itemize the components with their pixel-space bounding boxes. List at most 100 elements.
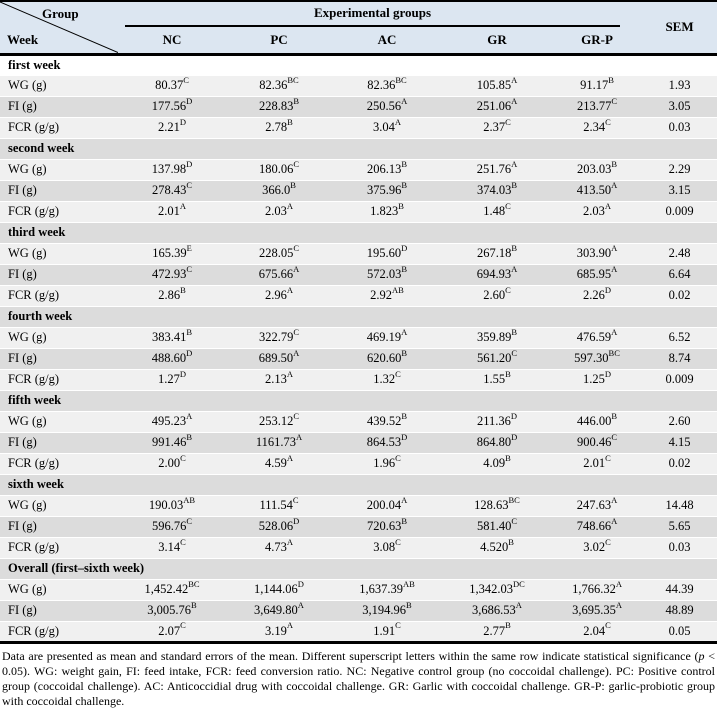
significance-superscript: D [604, 368, 612, 379]
table-row: WG (g) 383.41B 322.79C 469.19A 359.89B 476.59… [0, 326, 717, 349]
value-cell: 864.80D [442, 432, 552, 454]
significance-superscript: C [395, 368, 401, 379]
value-cell: 2.60C [442, 285, 552, 307]
value-cell: 2.96A [226, 284, 332, 307]
significance-superscript: A [286, 536, 293, 547]
section-header-row: third week [0, 222, 717, 244]
value-cell: 200.04A [332, 495, 442, 517]
value-cell: 2.26D [552, 285, 643, 307]
significance-superscript: A [286, 368, 293, 379]
group-label: Group [42, 6, 79, 21]
value-cell: 675.66A [226, 264, 332, 286]
value-cell: 2.78B [226, 116, 332, 139]
value-cell: 3,649.80A [226, 600, 332, 622]
sem-cell: 44.39 [642, 579, 717, 601]
column-header-gr-p: GR-P [552, 28, 643, 56]
significance-superscript: C [186, 263, 193, 274]
value-cell: 2.03A [552, 200, 643, 223]
significance-superscript: B [180, 284, 186, 295]
value-cell: 250.56A [332, 96, 442, 118]
sem-cell: 5.65 [642, 516, 717, 538]
significance-superscript: A [286, 452, 293, 463]
value-cell: 278.43C [118, 180, 226, 202]
significance-superscript: B [401, 347, 408, 358]
table-row: FCR (g/g) 1.27D 2.13A 1.32C 1.55B 1.25D 0.009 [0, 368, 717, 391]
value-cell: 137.98D [118, 159, 226, 181]
significance-superscript: C [293, 326, 300, 337]
value-cell: 2.13A [226, 368, 332, 391]
significance-superscript: C [605, 536, 611, 547]
value-cell: 4.520B [442, 537, 552, 559]
significance-superscript: B [401, 263, 408, 274]
significance-superscript: C [186, 515, 193, 526]
value-cell: 748.66A [552, 515, 643, 538]
table-row: FI (g) 488.60D 689.50A 620.60B 561.20C 597.30… [0, 347, 717, 370]
value-cell: 685.95A [552, 264, 643, 286]
value-cell: 3.04A [332, 117, 442, 139]
value-cell: 195.60D [332, 243, 442, 265]
significance-superscript: A [511, 158, 518, 169]
value-cell: 2.92AB [332, 284, 442, 307]
significance-superscript: D [186, 95, 193, 106]
significance-superscript: C [505, 116, 511, 127]
value-cell: 2.03A [226, 201, 332, 223]
significance-superscript: C [180, 536, 186, 547]
significance-superscript: A [179, 200, 186, 211]
significance-superscript: A [511, 263, 518, 274]
significance-superscript: D [401, 431, 408, 442]
sem-cell: 48.89 [642, 600, 717, 622]
significance-superscript: A [511, 95, 518, 106]
value-cell: 4.59A [226, 452, 332, 475]
value-cell: 2.04C [552, 621, 643, 643]
significance-superscript: A [515, 599, 522, 610]
table-row: FCR (g/g) 2.86B 2.96A 2.92AB 2.60C 2.26D 0.02 [0, 284, 717, 307]
significance-superscript: B [293, 95, 300, 106]
table-row: FI (g) 278.43C 366.0B 375.96B 374.03B 413.50A… [0, 180, 717, 202]
significance-superscript: A [186, 410, 193, 421]
value-cell: 694.93A [442, 263, 552, 286]
significance-superscript: B [186, 326, 193, 337]
performance-table: Group Week Experimental groups SEM NC PC… [0, 0, 717, 644]
section-title: first week [0, 54, 717, 76]
value-cell: 180.06C [226, 159, 332, 181]
value-cell: 322.79C [226, 326, 332, 349]
value-cell: 488.60D [118, 348, 226, 370]
row-label: FCR (g/g) [0, 453, 118, 475]
sem-cell: 0.009 [642, 369, 717, 391]
value-cell: 1,342.03DC [442, 579, 552, 601]
row-label: FI (g) [0, 600, 118, 622]
significance-superscript: B [505, 620, 511, 631]
table-row: WG (g) 495.23A 253.12C 439.52B 211.36D 446.00… [0, 410, 717, 433]
value-cell: 1.27D [118, 369, 226, 391]
significance-superscript: A [615, 599, 622, 610]
value-cell: 206.13B [332, 159, 442, 181]
column-header-gr: GR [442, 28, 552, 56]
significance-superscript: B [611, 410, 618, 421]
significance-superscript: AB [392, 284, 404, 295]
row-label: FCR (g/g) [0, 201, 118, 223]
table-row: FCR (g/g) 2.21D 2.78B 3.04A 2.37C 2.34C 0.03 [0, 116, 717, 139]
column-header-nc: NC [118, 28, 226, 56]
significance-superscript: A [611, 515, 618, 526]
value-cell: 1.55B [442, 369, 552, 391]
significance-superscript: B [398, 200, 404, 211]
significance-superscript: BC [508, 494, 520, 505]
significance-superscript: B [511, 326, 518, 337]
significance-superscript: A [286, 284, 293, 295]
value-cell: 4.09B [442, 453, 552, 475]
section-title: fourth week [0, 306, 717, 328]
value-cell: 2.01C [552, 453, 643, 475]
value-cell: 366.0B [226, 180, 332, 202]
significance-superscript: A [615, 578, 622, 589]
section-header-row: fifth week [0, 390, 717, 412]
value-cell: 1.823B [332, 200, 442, 223]
row-label: WG (g) [0, 243, 118, 265]
significance-superscript: B [287, 116, 293, 127]
significance-superscript: C [183, 74, 189, 85]
header-row-top: Group Week Experimental groups SEM [0, 1, 717, 56]
significance-superscript: A [604, 200, 612, 211]
footnote-text-end: < 0.05). WG: weight gain, FI: feed intak… [2, 648, 715, 708]
table-row: FCR (g/g) 2.07C 3.19A 1.91C 2.77B 2.04C 0.05 [0, 620, 717, 643]
value-cell: 213.77C [552, 96, 643, 118]
